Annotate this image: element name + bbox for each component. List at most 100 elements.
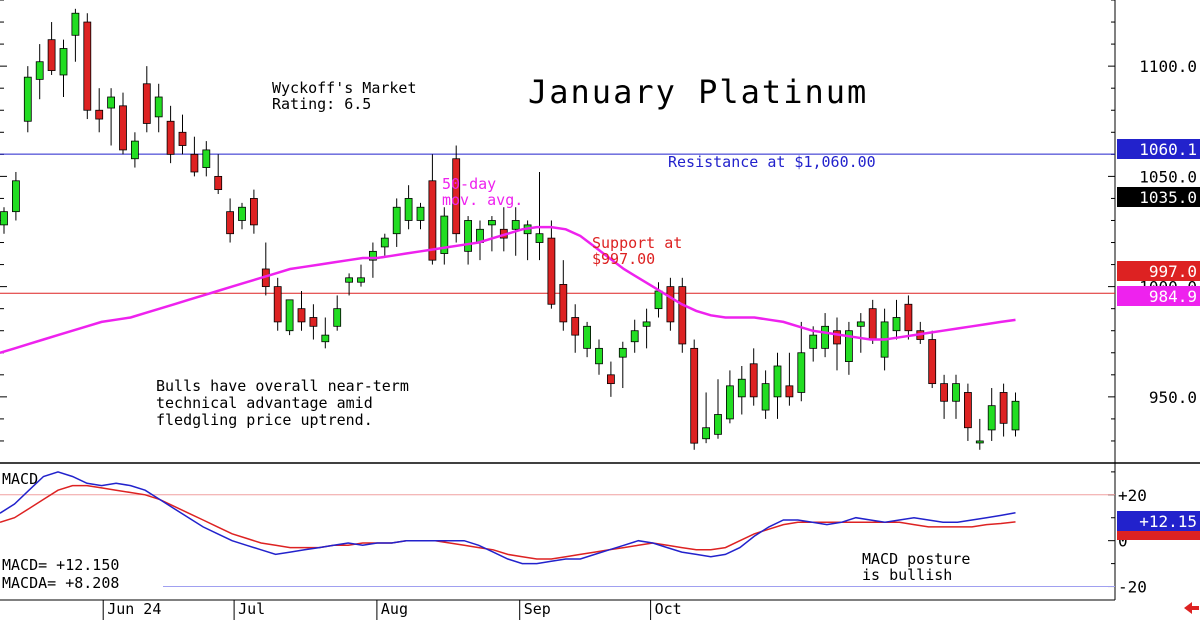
candle — [190, 136, 199, 177]
candle — [178, 114, 187, 155]
candle — [690, 339, 699, 450]
candle-body-up — [809, 334, 818, 349]
candle-body-up — [821, 325, 829, 349]
candle-body-down — [214, 175, 223, 191]
candle — [321, 317, 330, 349]
candle — [107, 88, 115, 146]
support-tag: 997.0 — [1149, 262, 1197, 281]
candle — [666, 277, 675, 331]
candle — [1011, 392, 1020, 437]
candle-body-up — [59, 48, 68, 76]
candle — [595, 339, 603, 375]
candle-body-up — [737, 378, 746, 398]
candle — [892, 299, 901, 340]
candle-body-down — [690, 347, 699, 444]
candle-body-up — [975, 440, 984, 444]
candle — [59, 39, 68, 98]
candle — [0, 207, 8, 234]
candle-body-up — [987, 405, 996, 431]
candle — [440, 207, 449, 265]
back-arrow-icon[interactable] — [1184, 602, 1199, 614]
candle — [809, 326, 818, 362]
candle-body-up — [654, 290, 663, 310]
candle — [23, 66, 32, 133]
candle-body-down — [452, 158, 461, 235]
price-tick-label: 950.0 — [1149, 388, 1197, 407]
month-marks: Jun 24 Jul Aug Sep Oct — [102, 600, 682, 620]
month-label: Aug — [381, 600, 408, 618]
month-label: Jun 24 — [107, 600, 161, 618]
candle — [249, 189, 258, 234]
candle-body-up — [154, 96, 163, 118]
candle-body-up — [761, 383, 770, 411]
candle-body-up — [1011, 400, 1020, 431]
candle — [678, 277, 687, 353]
candle — [559, 260, 568, 331]
candle — [166, 105, 175, 164]
candle — [856, 313, 865, 353]
candle — [547, 220, 556, 309]
candle-body-down — [749, 363, 758, 398]
candle-body-down — [249, 198, 258, 226]
candle-body-up — [202, 149, 211, 168]
candle — [583, 321, 591, 358]
candle-body-up — [714, 414, 722, 435]
candle — [928, 330, 937, 389]
candle-body-up — [0, 211, 8, 226]
macda-value: MACDA= +8.208 — [2, 574, 119, 592]
candle-body-up — [404, 198, 413, 221]
candle — [273, 277, 282, 331]
ma-tag-bg — [1117, 286, 1200, 306]
candle — [214, 154, 223, 195]
candle-body-down — [904, 303, 913, 332]
candle-body-up — [726, 385, 734, 420]
candle-body-up — [71, 12, 80, 36]
candle-body-up — [464, 220, 473, 252]
candle-body-down — [47, 39, 56, 71]
candle — [404, 185, 413, 230]
candle — [726, 370, 734, 424]
candle-body-down — [678, 286, 687, 345]
candle-body-down — [190, 153, 199, 173]
candle-body-down — [309, 317, 318, 327]
macd-tag: +12.15 — [1139, 512, 1197, 531]
candle — [940, 374, 948, 419]
candle-body-up — [107, 96, 115, 109]
resistance-label: Resistance at $1,060.00 — [668, 153, 876, 171]
candle — [821, 313, 829, 358]
candle — [952, 374, 960, 419]
candle — [345, 273, 354, 296]
rating-label-line2: Rating: 6.5 — [272, 95, 371, 113]
candle-body-up — [238, 206, 246, 221]
macd-ticks — [1108, 471, 1115, 588]
candle — [749, 348, 758, 406]
macd-tag-bg — [1117, 511, 1200, 531]
candle-body-up — [856, 321, 865, 327]
month-label: Jul — [238, 600, 265, 618]
candle — [987, 388, 996, 441]
candle-body-up — [773, 365, 782, 398]
candle-body-down — [999, 392, 1008, 424]
macd-line — [0, 471, 1016, 565]
candle-body-down — [297, 308, 306, 323]
macd-title: MACD — [2, 470, 38, 488]
support-tag-bg — [1117, 261, 1200, 281]
candle-body-up — [392, 206, 401, 235]
resistance-tag-bg — [1117, 139, 1200, 159]
candle-body-up — [583, 325, 591, 349]
candle — [797, 321, 806, 402]
candle-body-up — [416, 206, 425, 221]
candle-body-up — [630, 330, 639, 343]
candle — [380, 233, 389, 256]
ma-tag: 984.9 — [1149, 287, 1197, 306]
candle — [119, 92, 127, 155]
candle — [642, 308, 651, 349]
candle — [523, 220, 532, 261]
macd-tick-label: +20 — [1118, 486, 1147, 505]
candle — [618, 341, 627, 389]
candle — [761, 370, 770, 419]
macd-tick-label: 0 — [1118, 532, 1128, 551]
candle — [714, 379, 722, 439]
candle-body-down — [785, 385, 794, 398]
candle — [428, 154, 437, 265]
